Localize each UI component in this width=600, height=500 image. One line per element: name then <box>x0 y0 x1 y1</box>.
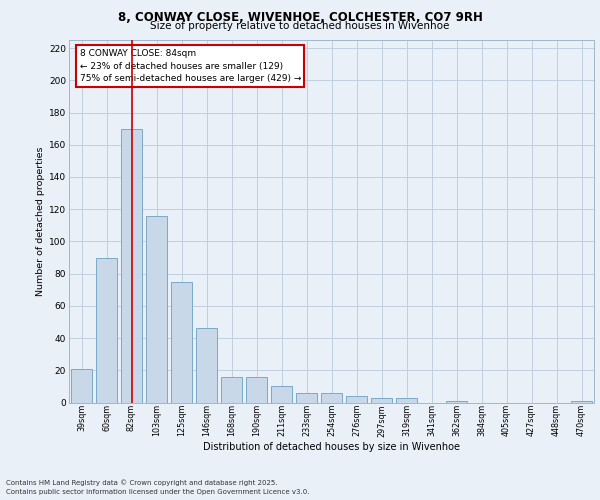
Bar <box>346 396 367 402</box>
Text: Contains public sector information licensed under the Open Government Licence v3: Contains public sector information licen… <box>6 489 310 495</box>
Bar <box>196 328 217 402</box>
Text: 8, CONWAY CLOSE, WIVENHOE, COLCHESTER, CO7 9RH: 8, CONWAY CLOSE, WIVENHOE, COLCHESTER, C… <box>118 11 482 24</box>
Bar <box>571 401 592 402</box>
Bar <box>296 393 317 402</box>
Bar <box>446 401 467 402</box>
X-axis label: Distribution of detached houses by size in Wivenhoe: Distribution of detached houses by size … <box>203 442 460 452</box>
Bar <box>96 258 117 402</box>
Bar <box>71 368 92 402</box>
Y-axis label: Number of detached properties: Number of detached properties <box>36 146 45 296</box>
Bar <box>396 398 417 402</box>
Text: 8 CONWAY CLOSE: 84sqm
← 23% of detached houses are smaller (129)
75% of semi-det: 8 CONWAY CLOSE: 84sqm ← 23% of detached … <box>79 49 301 83</box>
Bar <box>371 398 392 402</box>
Bar <box>121 128 142 402</box>
Bar <box>271 386 292 402</box>
Bar <box>246 376 267 402</box>
Bar <box>146 216 167 402</box>
Bar <box>221 376 242 402</box>
Text: Contains HM Land Registry data © Crown copyright and database right 2025.: Contains HM Land Registry data © Crown c… <box>6 480 277 486</box>
Text: Size of property relative to detached houses in Wivenhoe: Size of property relative to detached ho… <box>151 21 449 31</box>
Bar <box>171 282 192 403</box>
Bar <box>321 393 342 402</box>
